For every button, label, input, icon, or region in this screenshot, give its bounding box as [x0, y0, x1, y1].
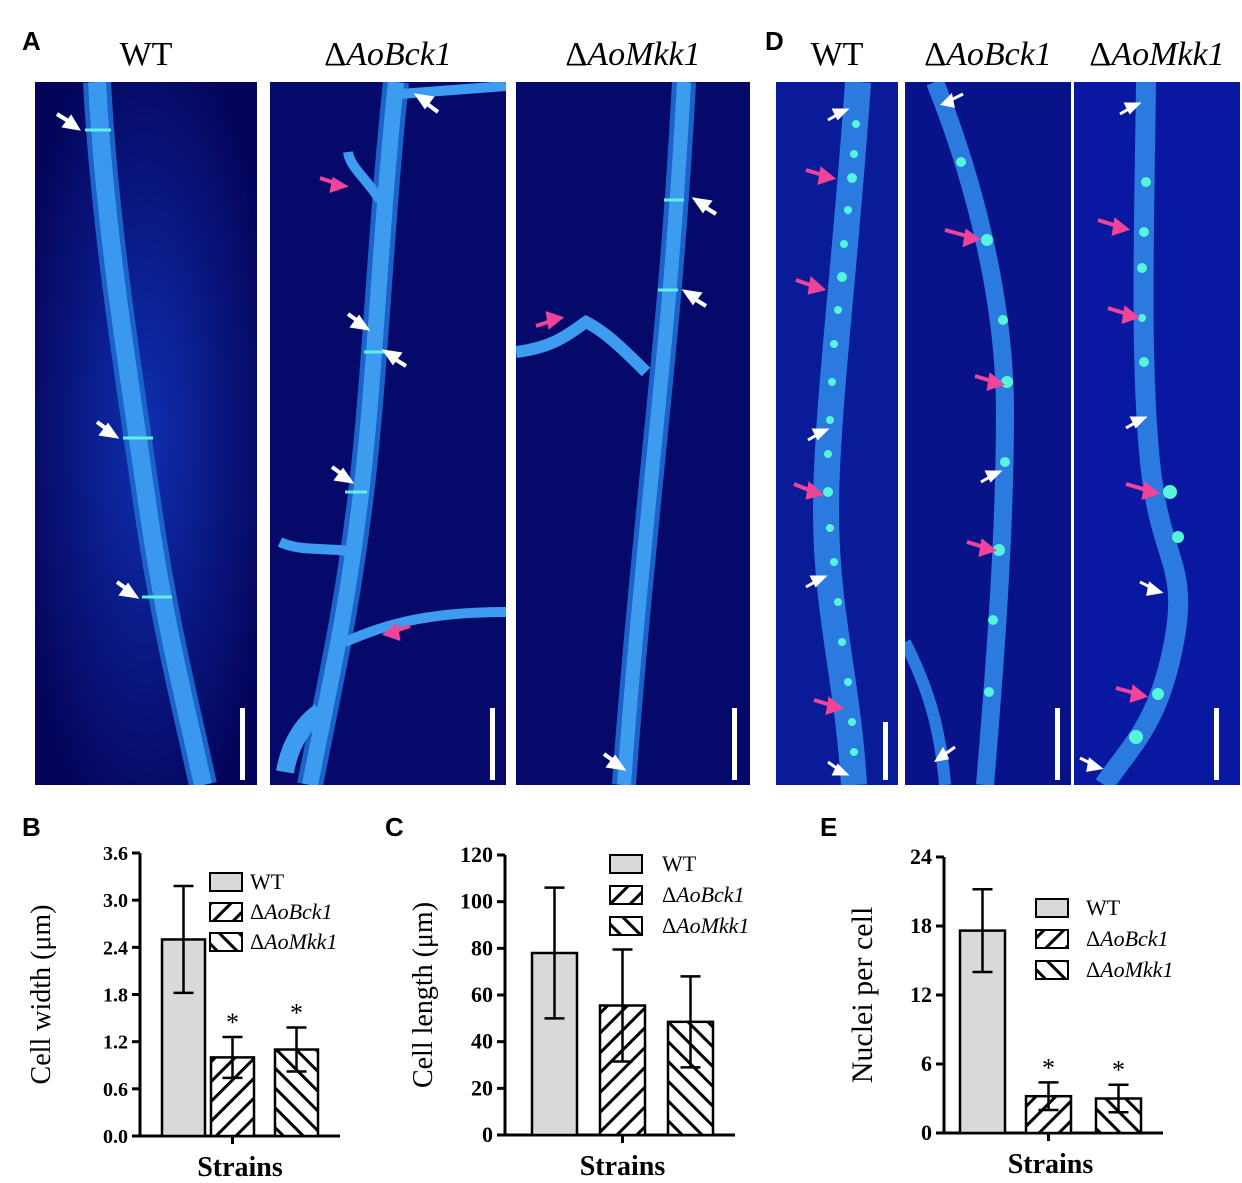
legend-label: ΔAoMkk1 — [662, 913, 749, 938]
legend-label: ΔAoMkk1 — [1086, 957, 1173, 982]
legend-swatch — [209, 872, 243, 892]
x-axis-label: Strains — [197, 1152, 283, 1180]
y-tick-label: 3.0 — [103, 890, 128, 912]
legend-label: ΔAoMkk1 — [250, 929, 337, 954]
y-tick-label: 60 — [471, 982, 493, 1007]
panel-letter-e: E — [820, 812, 838, 842]
y-axis-label: Cell width (μm) — [26, 905, 57, 1085]
legend-swatch — [1035, 960, 1069, 980]
significance-mark: * — [226, 1008, 239, 1037]
y-tick-label: 0.6 — [103, 1079, 128, 1101]
x-axis-label: Strains — [1008, 1149, 1094, 1180]
y-tick-label: 24 — [910, 844, 932, 869]
significance-mark: * — [1042, 1053, 1055, 1082]
significance-mark: * — [1112, 1056, 1125, 1085]
panel-letter-a: A — [22, 26, 41, 56]
micrograph-a-wt — [35, 82, 257, 785]
y-axis-label: Nuclei per cell — [846, 907, 879, 1084]
panel-d-title-aobck1: ΔAoBck1 — [924, 36, 1052, 73]
legend-swatch — [1035, 898, 1069, 918]
y-tick-label: 2.4 — [103, 937, 128, 959]
legend-swatch — [609, 916, 643, 936]
legend-label: WT — [1086, 895, 1121, 920]
legend-swatch — [1035, 929, 1069, 949]
legend-label: WT — [250, 869, 285, 894]
legend-label: ΔAoBck1 — [250, 899, 333, 924]
y-tick-label: 40 — [471, 1029, 493, 1054]
y-tick-label: 12 — [910, 982, 932, 1007]
panel-a-title-wt: WT — [119, 36, 173, 73]
y-axis-label: Cell length (μm) — [408, 902, 439, 1088]
chart-nuclei-per-cell: 0 6 12 18 24 Nuclei per cell Strains * * WT ΔAoBck… — [846, 844, 1173, 1180]
panel-letter-c: C — [385, 812, 404, 842]
y-tick-label: 120 — [460, 842, 493, 867]
panel-d-title-wt: WT — [810, 36, 864, 73]
legend-label: ΔAoBck1 — [662, 882, 745, 907]
y-tick-label: 1.2 — [103, 1032, 128, 1054]
legend-swatch — [209, 902, 243, 922]
micrograph-d-wt — [776, 82, 898, 785]
y-tick-label: 0.0 — [103, 1126, 128, 1148]
chart-cell-width: 0.0 0.6 1.2 1.8 2.4 3.0 3.6 Cell width (μm) Stra… — [26, 843, 340, 1180]
legend-swatch — [209, 932, 243, 952]
y-tick-label: 100 — [460, 889, 493, 914]
panel-a-title-aomkk1: ΔAoMkk1 — [565, 36, 701, 73]
y-tick-label: 0 — [482, 1122, 493, 1147]
legend-label: WT — [662, 851, 697, 876]
y-tick-label: 20 — [471, 1075, 493, 1100]
micrograph-d-aobck1 — [905, 82, 1071, 785]
y-tick-label: 80 — [471, 935, 493, 960]
legend-label: ΔAoBck1 — [1086, 926, 1169, 951]
micrograph-d-aomkk1 — [1074, 82, 1240, 785]
significance-mark: * — [290, 999, 303, 1028]
y-tick-label: 6 — [921, 1051, 932, 1076]
y-tick-label: 3.6 — [103, 843, 128, 865]
y-tick-label: 1.8 — [103, 985, 128, 1007]
chart-cell-length: 0 20 40 60 80 100 120 Cell length (μm) Strains WT… — [408, 842, 749, 1180]
micrograph-a-aomkk1 — [516, 82, 750, 785]
panel-letter-b: B — [22, 812, 41, 842]
x-axis-label: Strains — [580, 1151, 666, 1180]
y-tick-label: 18 — [910, 913, 932, 938]
micrograph-a-aobck1 — [270, 82, 506, 785]
y-tick-label: 0 — [921, 1120, 932, 1145]
legend-swatch — [609, 885, 643, 905]
legend-swatch — [609, 854, 643, 874]
panel-d-title-aomkk1: ΔAoMkk1 — [1089, 36, 1225, 73]
panel-letter-d: D — [765, 26, 784, 56]
panel-a-title-aobck1: ΔAoBck1 — [324, 36, 452, 73]
